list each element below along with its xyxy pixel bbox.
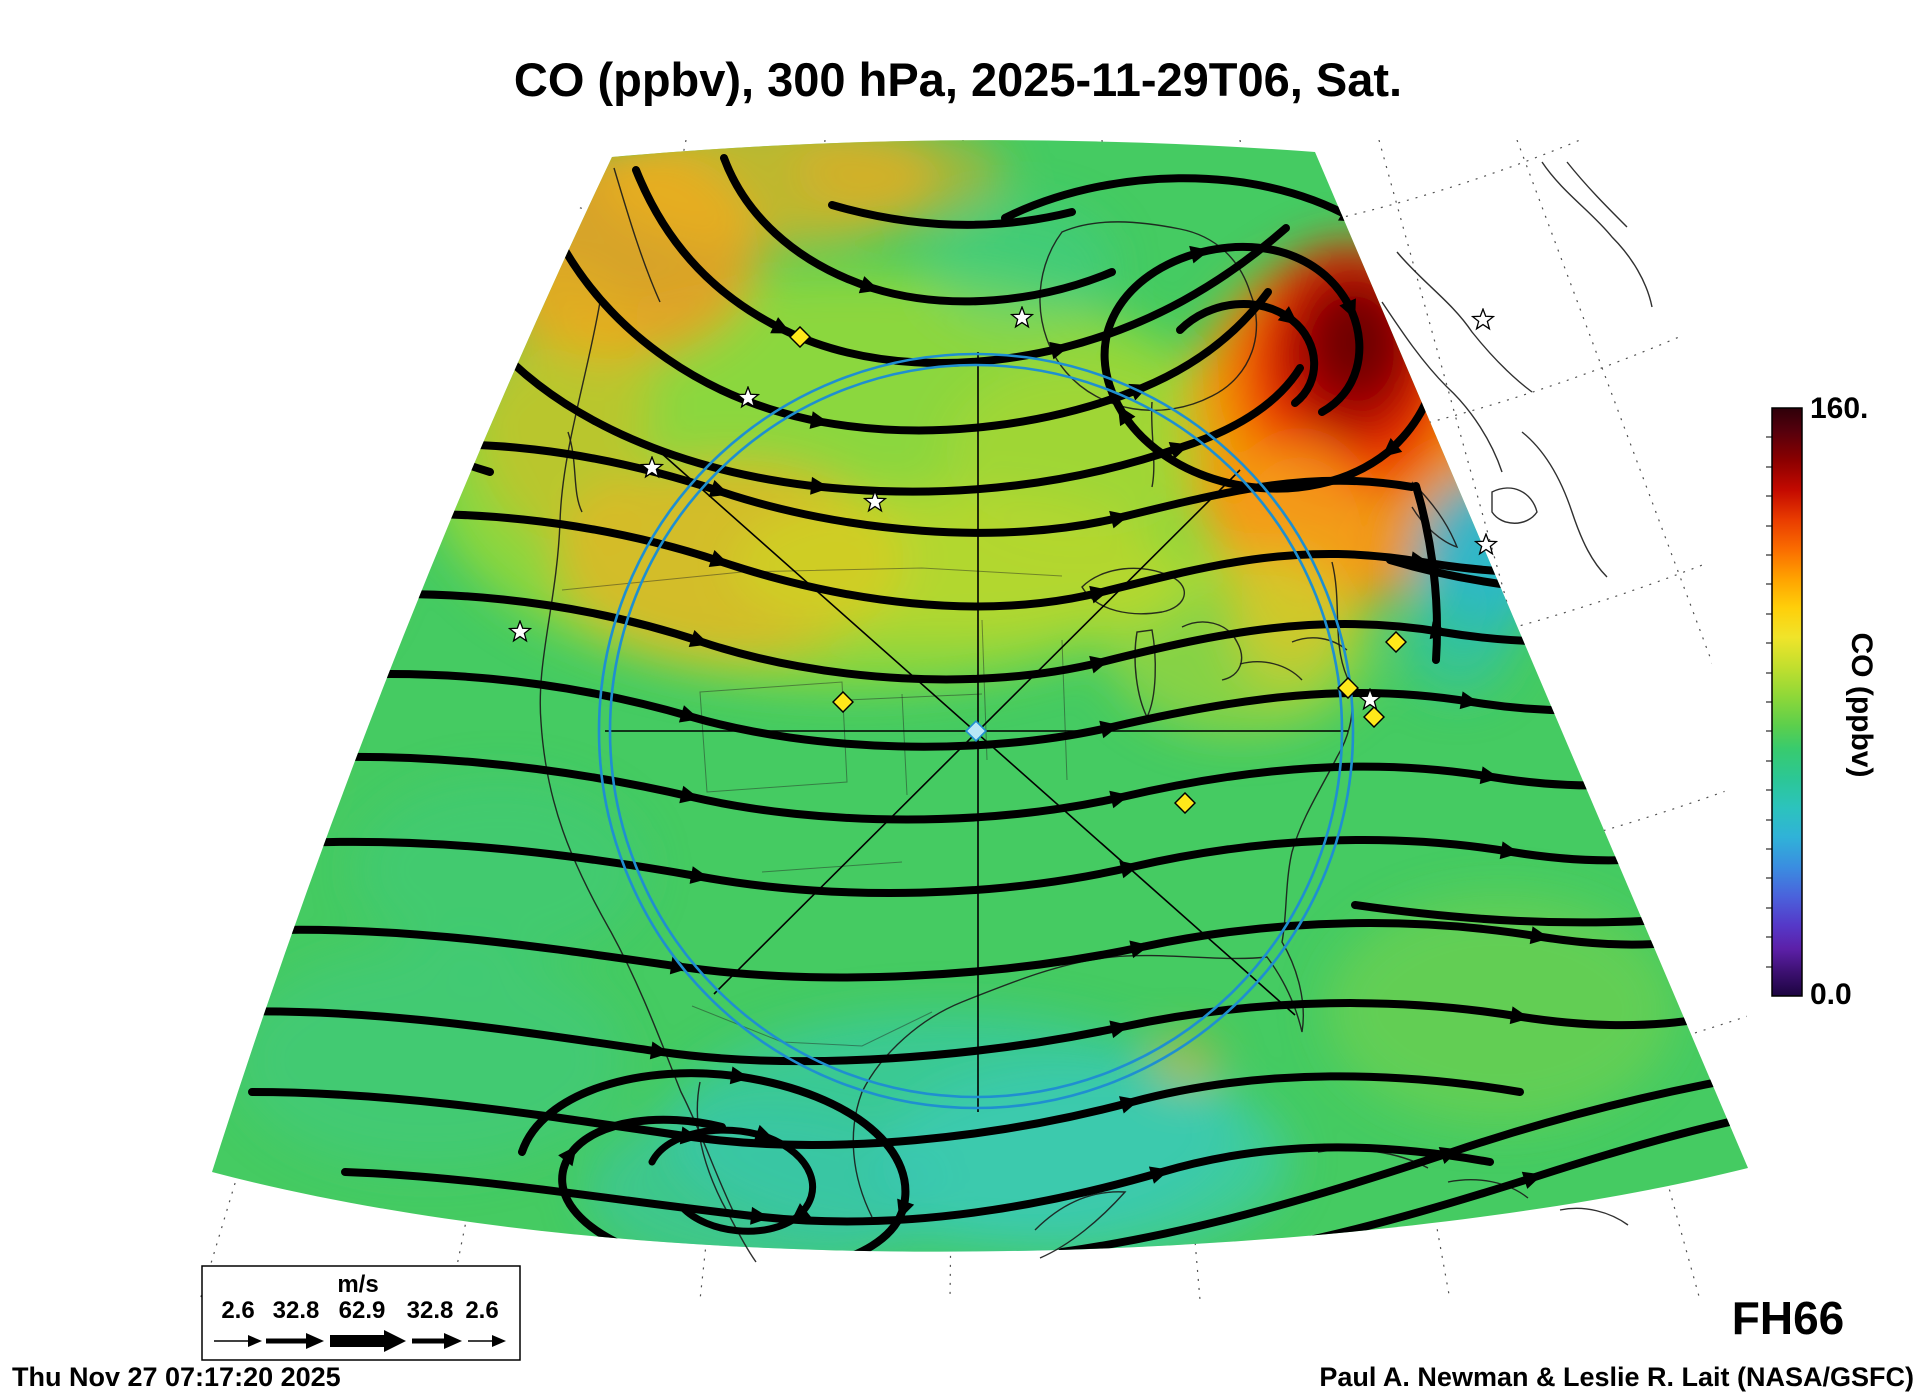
range-ring-inner: [608, 363, 1344, 1099]
plot-title: CO (ppbv), 300 hPa, 2025-11-29T06, Sat.: [514, 53, 1402, 106]
wind-speed-value: 62.9: [339, 1297, 386, 1324]
colorbar-gradient: [1771, 407, 1803, 997]
wind-speed-legend: m/s 2.6 32.8 62.9 32.8 2.6: [201, 1265, 521, 1361]
forecast-hour-label: FH66: [1732, 1292, 1844, 1344]
wind-speed-value: 2.6: [465, 1297, 498, 1324]
colorbar-min-label: 0.0: [1810, 978, 1852, 1011]
range-ring: [597, 352, 1355, 1112]
wind-arrow-scale: [214, 1330, 506, 1352]
city-star-marker: [1471, 308, 1495, 330]
credit-label: Paul A. Newman & Leslie R. Lait (NASA/GS…: [1319, 1362, 1914, 1392]
ring-center-marker: [964, 719, 988, 743]
co-field: [212, 140, 1748, 1252]
wind-speed-value: 32.8: [273, 1297, 320, 1324]
range-ring-outer: [597, 352, 1355, 1110]
timestamp-label: Thu Nov 27 07:17:20 2025: [12, 1362, 341, 1392]
colorbar-ticks: [1766, 436, 1772, 968]
colorbar: 160. 0.0 CO (ppbv): [1766, 392, 1878, 1011]
colorbar-max-label: 160.: [1810, 392, 1868, 425]
wind-speed-value: 2.6: [221, 1297, 254, 1324]
wind-speed-value: 32.8: [407, 1297, 454, 1324]
colorbar-title: CO (ppbv): [1845, 633, 1878, 778]
wind-unit-label: m/s: [337, 1271, 378, 1298]
